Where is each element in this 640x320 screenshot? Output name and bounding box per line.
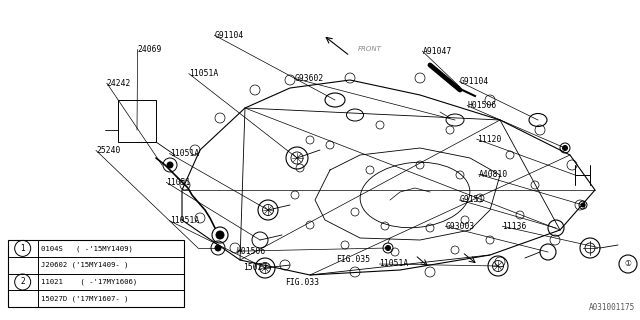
Text: G93003: G93003 <box>445 222 475 231</box>
Text: 11136: 11136 <box>502 222 527 231</box>
Text: H01506: H01506 <box>237 247 266 256</box>
Text: G93602: G93602 <box>294 74 324 83</box>
Text: FRONT: FRONT <box>358 46 382 52</box>
Text: 11051: 11051 <box>166 178 191 187</box>
Text: G91104: G91104 <box>460 77 489 86</box>
Text: 11051A: 11051A <box>189 69 218 78</box>
Circle shape <box>216 231 224 239</box>
Text: 0104S   ( -'15MY1409): 0104S ( -'15MY1409) <box>41 245 132 252</box>
Text: J20602 ('15MY1409- ): J20602 ('15MY1409- ) <box>41 262 128 268</box>
Text: H01506: H01506 <box>467 101 497 110</box>
Text: FIG.033: FIG.033 <box>285 278 319 287</box>
Circle shape <box>563 146 568 150</box>
Text: 2: 2 <box>20 277 25 286</box>
Text: A91047: A91047 <box>422 47 452 56</box>
Text: 15027: 15027 <box>243 263 268 272</box>
Bar <box>8 240 184 307</box>
Circle shape <box>215 245 221 251</box>
Text: 24069: 24069 <box>138 45 162 54</box>
Text: 11051A: 11051A <box>380 260 409 268</box>
Text: 25240: 25240 <box>96 146 120 155</box>
Bar <box>118 100 156 142</box>
Text: A031001175: A031001175 <box>589 303 635 312</box>
Circle shape <box>581 203 585 207</box>
Text: 24242: 24242 <box>107 79 131 88</box>
Circle shape <box>385 245 390 251</box>
Circle shape <box>167 162 173 168</box>
Text: 11051A: 11051A <box>170 149 199 158</box>
Text: 1: 1 <box>20 244 25 253</box>
Text: FIG.035: FIG.035 <box>336 255 370 264</box>
Text: G91104: G91104 <box>214 31 244 40</box>
Text: 11051A: 11051A <box>170 216 199 225</box>
Text: G9151: G9151 <box>460 196 484 204</box>
Text: A40810: A40810 <box>479 170 508 179</box>
Text: 11120: 11120 <box>477 135 501 144</box>
Text: 11021    ( -'17MY1606): 11021 ( -'17MY1606) <box>41 279 137 285</box>
Text: ①: ① <box>625 260 632 268</box>
Text: 15027D ('17MY1607- ): 15027D ('17MY1607- ) <box>41 296 128 302</box>
